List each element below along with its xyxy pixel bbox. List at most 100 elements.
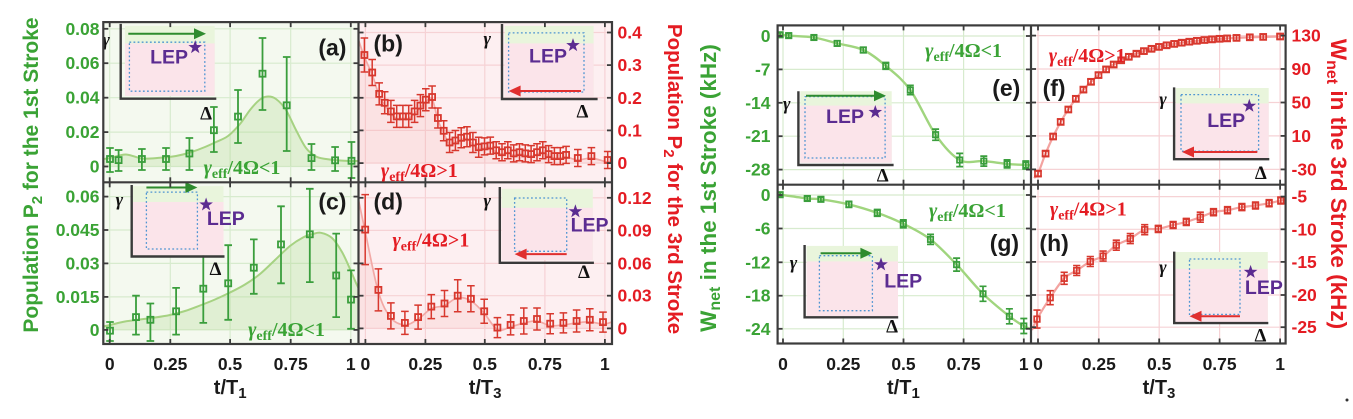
svg-text:Δ: Δ (877, 166, 889, 187)
svg-text:γeff/4Ω>1: γeff/4Ω>1 (1050, 198, 1127, 223)
svg-text:Δ: Δ (1254, 325, 1266, 346)
svg-text:(h): (h) (1039, 230, 1068, 256)
svg-text:0: 0 (1033, 354, 1043, 374)
svg-text:0.5: 0.5 (218, 354, 243, 374)
svg-text:0: 0 (90, 320, 100, 340)
svg-text:0.75: 0.75 (528, 354, 562, 374)
svg-text:-7: -7 (755, 59, 771, 79)
svg-text:t/T3: t/T3 (469, 377, 502, 402)
svg-text:-28: -28 (745, 160, 771, 180)
svg-text:t/T3: t/T3 (1143, 377, 1176, 402)
svg-text:LEP: LEP (529, 46, 567, 68)
svg-text:-10: -10 (1292, 219, 1318, 239)
svg-text:0: 0 (761, 185, 771, 205)
svg-text:(f): (f) (1043, 75, 1066, 101)
svg-text:γ: γ (1159, 257, 1167, 277)
svg-text:0.75: 0.75 (947, 354, 981, 374)
svg-text:0.03: 0.03 (618, 286, 652, 306)
svg-text:(a): (a) (318, 34, 346, 60)
svg-text:Δ: Δ (886, 317, 898, 338)
svg-text:0: 0 (778, 354, 788, 374)
svg-text:(d): (d) (374, 189, 403, 215)
svg-text:0.12: 0.12 (618, 188, 652, 208)
svg-text:-24: -24 (745, 319, 771, 339)
svg-text:0: 0 (618, 318, 628, 338)
svg-text:-21: -21 (745, 126, 771, 146)
svg-text:0.03: 0.03 (65, 253, 99, 273)
svg-text:Δ: Δ (200, 103, 212, 124)
svg-text:0.08: 0.08 (65, 19, 99, 39)
svg-text:0.5: 0.5 (473, 354, 498, 374)
svg-text:0.25: 0.25 (408, 354, 442, 374)
svg-text:-14: -14 (745, 93, 771, 113)
svg-text:LEP: LEP (207, 208, 245, 230)
svg-text:-5: -5 (1292, 187, 1308, 207)
svg-text:0: 0 (618, 153, 628, 173)
svg-text:90: 90 (1292, 59, 1312, 79)
svg-text:Δ: Δ (209, 259, 221, 280)
svg-text:γ: γ (790, 253, 798, 273)
svg-text:0.75: 0.75 (1203, 354, 1237, 374)
svg-text:γeff/4Ω>1: γeff/4Ω>1 (381, 160, 458, 185)
svg-text:Δ: Δ (577, 101, 589, 122)
svg-text:0.06: 0.06 (65, 187, 99, 207)
svg-text:LEP: LEP (1207, 110, 1245, 132)
svg-text:γeff/4Ω>1: γeff/4Ω>1 (392, 230, 469, 255)
svg-text:0.25: 0.25 (153, 354, 187, 374)
svg-text:0.045: 0.045 (56, 220, 100, 240)
svg-text:γ: γ (484, 28, 492, 48)
svg-text:γ: γ (102, 30, 110, 50)
svg-text:-15: -15 (1292, 252, 1318, 272)
svg-text:LEP: LEP (150, 47, 188, 69)
svg-text:0: 0 (761, 26, 771, 46)
svg-text:Population P2​ for the 3rd Str: Population P2​ for the 3rd Stroke (660, 24, 686, 334)
svg-text:50: 50 (1292, 93, 1312, 113)
svg-text:t/T1: t/T1 (214, 377, 247, 402)
svg-text:0.75: 0.75 (274, 354, 308, 374)
svg-text:0: 0 (90, 157, 100, 177)
svg-text:0.2: 0.2 (618, 88, 643, 108)
svg-text:Wnet​ in the 3rd Stroke (kHz): Wnet​ in the 3rd Stroke (kHz) (1323, 39, 1351, 329)
svg-text:0.06: 0.06 (65, 53, 99, 73)
svg-text:0.09: 0.09 (618, 220, 652, 240)
svg-text:1: 1 (1275, 354, 1285, 374)
svg-text:(b): (b) (374, 30, 403, 56)
svg-text:t/T1: t/T1 (887, 377, 920, 402)
svg-text:γ: γ (484, 191, 492, 211)
svg-text:0: 0 (361, 354, 371, 374)
svg-text:-25: -25 (1292, 317, 1318, 337)
svg-text:1: 1 (600, 354, 610, 374)
svg-text:0.04: 0.04 (65, 88, 99, 108)
svg-text:0.25: 0.25 (826, 354, 860, 374)
svg-text:-12: -12 (745, 252, 771, 272)
svg-text:0.1: 0.1 (618, 120, 643, 140)
svg-text:-20: -20 (1292, 285, 1318, 305)
svg-text:γeff/4Ω<1: γeff/4Ω<1 (204, 157, 281, 182)
svg-text:γ: γ (1159, 89, 1167, 109)
svg-text:130: 130 (1292, 26, 1321, 46)
svg-text:Δ: Δ (578, 262, 590, 283)
svg-text:-6: -6 (755, 219, 771, 239)
svg-text:(c): (c) (318, 189, 346, 215)
svg-text:0: 0 (105, 354, 115, 374)
svg-text:γeff/4Ω<1: γeff/4Ω<1 (925, 40, 1002, 65)
svg-text:0.5: 0.5 (1147, 354, 1172, 374)
svg-text:0.25: 0.25 (1082, 354, 1116, 374)
svg-text:γeff/4Ω>1: γeff/4Ω>1 (1049, 45, 1126, 70)
svg-text:γeff/4Ω<1: γeff/4Ω<1 (248, 319, 325, 344)
svg-text:γ: γ (783, 94, 791, 114)
svg-text:γ: γ (116, 190, 124, 210)
svg-text:LEP: LEP (884, 271, 922, 293)
svg-text:LEP: LEP (571, 214, 609, 236)
svg-text:0.5: 0.5 (891, 354, 916, 374)
svg-text:1: 1 (346, 354, 356, 374)
svg-text:1: 1 (1019, 354, 1029, 374)
svg-text:0.06: 0.06 (618, 253, 652, 273)
svg-text:γeff/4Ω<1: γeff/4Ω<1 (929, 200, 1006, 225)
svg-text:Wnet​ in the 1st Stroke (kHz): Wnet​ in the 1st Stroke (kHz) (696, 44, 724, 332)
svg-text:0.02: 0.02 (65, 122, 99, 142)
svg-text:LEP: LEP (826, 106, 864, 128)
svg-text:-30: -30 (1292, 159, 1318, 179)
svg-text:-18: -18 (745, 286, 771, 306)
svg-text:Population P2​ for the 1st Str: Population P2​ for the 1st Stroke (20, 17, 46, 332)
